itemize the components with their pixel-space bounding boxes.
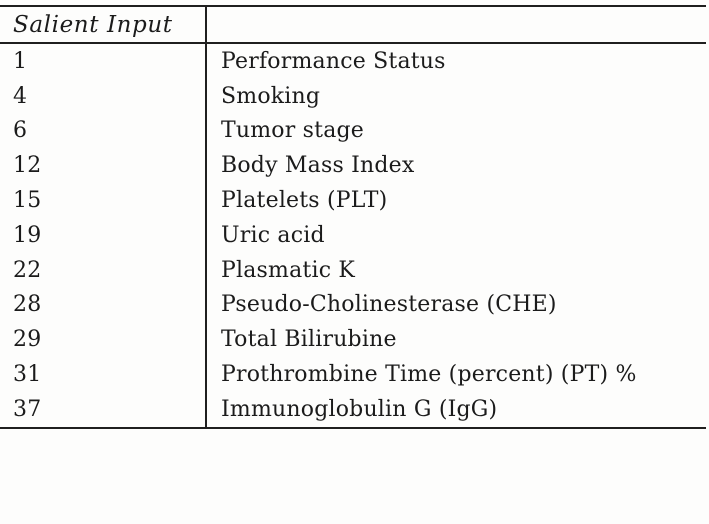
table-row: 29 Total Bilirubine (0, 322, 706, 358)
salient-index-cell: 28 (0, 287, 207, 323)
salient-index-cell: 15 (0, 183, 207, 218)
feature-name-cell: Performance Status (221, 48, 446, 74)
table-row: 15 Platelets (PLT) (0, 183, 706, 218)
table-row: 12 Body Mass Index (0, 148, 706, 184)
feature-name-cell: Uric acid (221, 222, 325, 248)
table-row: 19 Uric acid (0, 217, 706, 253)
salient-index-cell: 19 (0, 217, 207, 253)
salient-index-cell: 31 (0, 357, 207, 392)
salient-input-table: Salient Input 1 Performance Status 4 Smo… (0, 5, 706, 429)
table-row: 37 Immunoglobulin G (IgG) (0, 391, 706, 427)
salient-index-cell: 1 (0, 44, 207, 79)
feature-name-cell: Plasmatic K (221, 257, 356, 283)
table-row: 4 Smoking (0, 78, 706, 114)
salient-index-cell: 22 (0, 252, 207, 288)
feature-name-cell: Tumor stage (221, 118, 365, 144)
feature-name-cell: Pseudo-Cholinesterase (CHE) (221, 292, 557, 318)
table-row: 28 Pseudo-Cholinesterase (CHE) (0, 287, 706, 323)
feature-name-cell: Prothrombine Time (percent) (PT) % (221, 362, 637, 388)
feature-name-cell: Smoking (221, 83, 321, 109)
salient-index-cell: 12 (0, 148, 207, 184)
table-row: 22 Plasmatic K (0, 252, 706, 288)
feature-name-cell: Total Bilirubine (221, 327, 397, 353)
feature-name-cell: Immunoglobulin G (IgG) (221, 396, 498, 422)
table-row: 31 Prothrombine Time (percent) (PT) % (0, 357, 706, 392)
header-empty-cell (207, 7, 706, 42)
header-salient-input: Salient Input (0, 7, 207, 42)
salient-index-cell: 37 (0, 391, 207, 427)
feature-name-cell: Body Mass Index (221, 153, 415, 179)
table-header-row: Salient Input (0, 7, 706, 44)
table-row: 6 Tumor stage (0, 113, 706, 149)
salient-index-cell: 29 (0, 322, 207, 358)
salient-index-cell: 6 (0, 113, 207, 149)
salient-index-cell: 4 (0, 78, 207, 114)
table-row: 1 Performance Status (0, 44, 706, 79)
feature-name-cell: Platelets (PLT) (221, 188, 388, 214)
